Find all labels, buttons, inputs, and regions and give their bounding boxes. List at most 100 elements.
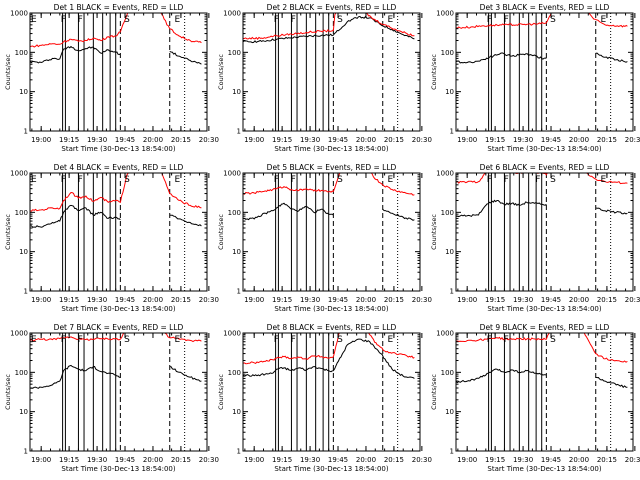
y-tick-label: 1000 [223,330,241,338]
x-tick-label: 20:00 [356,296,376,304]
x-tick-label: 19:45 [328,136,348,144]
y-tick-label: 1 [237,448,241,456]
x-axis-label: Start Time (30-Dec-13 18:54:00) [487,145,601,153]
chart-panel-4: Det 4 BLACK = Events, RED = LLD 1 10 100 100… [4,163,219,313]
y-tick-label: 100 [15,209,28,217]
chart-panel-9: Det 9 BLACK = Events, RED = LLD 1 10 100 100… [430,323,640,473]
x-tick-label: 19:15 [485,136,505,144]
chart-panel-5: Det 5 BLACK = Events, RED = LLD 1 10 100 100… [217,163,432,313]
x-tick-label: 20:15 [384,136,404,144]
x-tick-label: 20:00 [569,456,589,464]
x-tick-label: 20:30 [625,456,640,464]
y-tick-label: 10 [445,88,454,96]
x-tick-label: 19:30 [513,456,533,464]
x-tick-label: 19:00 [31,296,51,304]
lld-series-line [30,333,202,343]
chart-title: Det 7 BLACK = Events, RED = LLD [54,323,184,332]
event-mark-label: S [124,175,130,185]
x-tick-label: 20:30 [625,296,640,304]
event-mark-label: E [387,15,393,25]
chart-title: Det 5 BLACK = Events, RED = LLD [267,163,397,172]
y-tick-label: 100 [15,49,28,57]
event-mark-label: E [600,175,606,185]
event-mark-label: F [274,335,279,345]
x-tick-label: 19:00 [457,296,477,304]
x-tick-label: 19:00 [457,456,477,464]
y-tick-label: 1 [237,128,241,136]
y-axis-label: Counts/sec [4,214,12,250]
y-tick-label: 1000 [436,170,454,178]
y-tick-label: 100 [441,209,454,217]
y-tick-label: 100 [228,369,241,377]
x-tick-label: 20:15 [597,456,617,464]
x-tick-label: 20:00 [143,296,163,304]
x-tick-label: 19:30 [87,136,107,144]
event-mark-label: F [487,175,492,185]
event-mark-label: F [504,335,509,345]
event-mark-label: F [487,15,492,25]
x-tick-label: 20:30 [412,136,432,144]
x-tick-label: 19:00 [244,296,264,304]
plot-data [243,173,415,291]
x-tick-label: 19:15 [485,456,505,464]
plot-frame [455,12,634,132]
chart-panel-3: Det 3 BLACK = Events, RED = LLD 1 10 100 100… [430,3,640,153]
event-mark-label: F [61,175,66,185]
x-tick-label: 19:45 [328,456,348,464]
y-axis-label: Counts/sec [217,214,225,250]
x-tick-label: 19:30 [300,296,320,304]
plot-data [243,13,415,131]
y-tick-label: 1000 [10,10,28,18]
x-axis-label: Start Time (30-Dec-13 18:54:00) [274,145,388,153]
x-axis-label: Start Time (30-Dec-13 18:54:00) [61,305,175,313]
plot-frame [29,332,208,452]
y-tick-label: 100 [441,369,454,377]
x-tick-label: 20:00 [143,136,163,144]
plot-frame [29,12,208,132]
event-mark-label: S [337,15,343,25]
x-tick-label: 20:00 [569,296,589,304]
y-tick-label: 1 [24,128,28,136]
y-tick-label: 1 [237,288,241,296]
event-mark-label: F [535,175,540,185]
plot-data [30,13,202,131]
event-mark-label: E [600,335,606,345]
event-mark-label: S [337,175,343,185]
x-tick-label: 19:00 [457,136,477,144]
x-tick-label: 20:30 [412,456,432,464]
event-mark-label: F [78,335,83,345]
chart-title: Det 8 BLACK = Events, RED = LLD [267,323,397,332]
plot-frame [242,332,421,452]
x-tick-label: 20:00 [356,136,376,144]
event-mark-label: F [274,15,279,25]
y-tick-label: 1 [450,288,454,296]
plot-data [243,333,415,451]
x-tick-label: 19:15 [272,456,292,464]
chart-panel-8: Det 8 BLACK = Events, RED = LLD 1 10 100 100… [217,323,432,473]
x-axis-label: Start Time (30-Dec-13 18:54:00) [487,305,601,313]
y-axis-label: Counts/sec [430,54,438,90]
lld-series-line [30,13,202,48]
x-axis-label: Start Time (30-Dec-13 18:54:00) [61,465,175,473]
y-tick-label: 100 [228,209,241,217]
x-tick-label: 19:30 [300,456,320,464]
y-tick-label: 1000 [223,170,241,178]
y-tick-label: 10 [445,408,454,416]
x-tick-label: 20:00 [143,456,163,464]
x-tick-label: 19:00 [31,456,51,464]
y-axis-label: Counts/sec [4,54,12,90]
x-tick-label: 19:30 [300,136,320,144]
plot-data [456,173,628,291]
event-mark-label: E [600,15,606,25]
event-mark-label: F [291,15,296,25]
lld-series-line [456,13,628,29]
event-mark-label: E [174,175,180,185]
y-tick-label: 100 [441,49,454,57]
event-mark-label: F [61,15,66,25]
x-tick-label: 20:15 [597,136,617,144]
event-mark-label: F [291,335,296,345]
event-mark-label: F [291,175,296,185]
x-tick-label: 19:45 [541,136,561,144]
x-tick-label: 20:15 [597,296,617,304]
